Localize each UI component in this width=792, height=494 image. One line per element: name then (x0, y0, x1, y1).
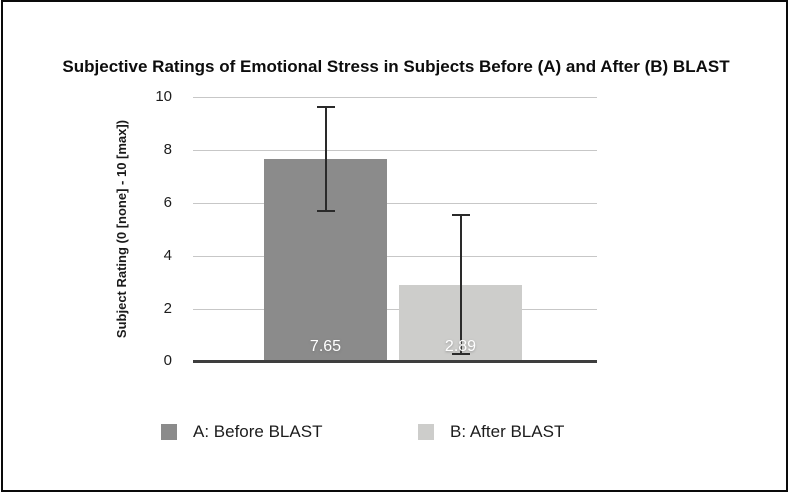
bar-value-label-after: 2.89 (444, 338, 477, 355)
gridline-6 (193, 203, 597, 204)
gridline-4 (193, 256, 597, 257)
error-bar-before-blast (317, 105, 335, 212)
gridline-8 (193, 150, 597, 151)
error-bar-cap-bottom (452, 353, 470, 356)
y-tick-label: 0 (163, 352, 172, 369)
chart-title: Subjective Ratings of Emotional Stress i… (62, 57, 730, 76)
error-bar-stem (325, 105, 327, 212)
y-axis-title: Subject Rating (0 [none] - 10 [max]) (114, 119, 129, 339)
gridline-2 (193, 309, 597, 310)
error-bar-cap-top (452, 213, 470, 216)
x-axis-line (193, 360, 597, 363)
legend-swatch-after (418, 424, 434, 440)
error-bar-cap-top (317, 105, 335, 108)
error-bar-stem (460, 213, 462, 356)
legend-swatch-before (161, 424, 177, 440)
y-tick-label: 6 (163, 194, 172, 211)
legend-label-after: B: After BLAST (450, 422, 565, 441)
y-tick-label: 10 (155, 88, 172, 105)
y-tick-label: 8 (163, 141, 172, 158)
error-bar-after-blast (452, 213, 470, 356)
bar-value-label-before: 7.65 (309, 338, 342, 355)
gridline-10 (193, 97, 597, 98)
error-bar-cap-bottom (317, 209, 335, 212)
legend-label-before: A: Before BLAST (193, 422, 323, 441)
y-tick-label: 2 (163, 300, 172, 317)
y-tick-label: 4 (163, 247, 172, 264)
